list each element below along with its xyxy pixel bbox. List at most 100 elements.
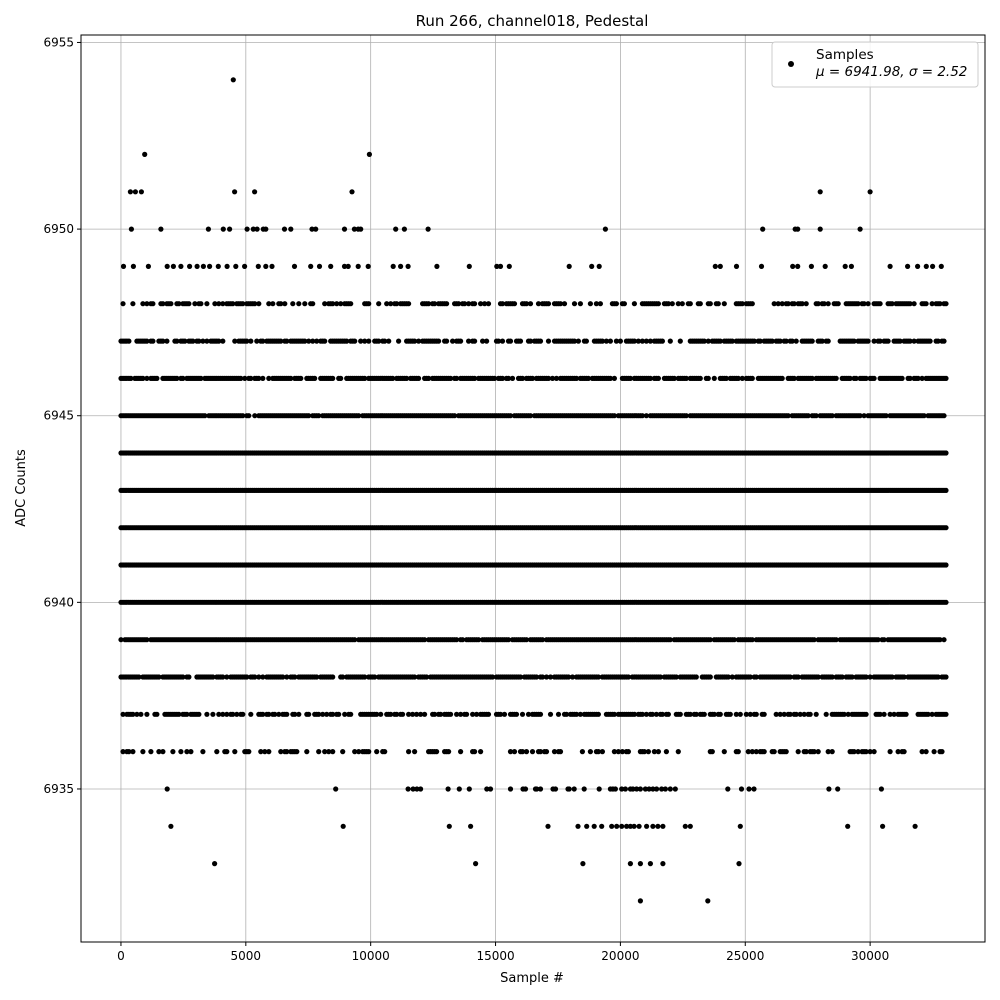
data-point [709,749,715,755]
data-point [871,749,877,755]
data-point [400,711,406,717]
data-point [499,338,506,344]
data-point [120,263,127,269]
data-point [204,338,210,344]
data-point [735,375,741,381]
data-point [314,338,320,344]
data-point [813,711,819,717]
data-point [366,151,372,157]
data-point [809,338,815,344]
data-point [345,263,351,269]
data-point [705,375,711,381]
data-point [675,301,681,307]
data-point [672,786,678,792]
data-point [659,338,666,344]
data-point [127,189,133,195]
data-point [436,338,442,344]
data-point [835,786,841,792]
data-point [717,711,723,717]
data-point [943,674,949,680]
data-point [182,338,188,344]
data-point [204,711,210,717]
data-point [643,338,650,344]
data-point [943,711,949,717]
data-point [845,823,851,829]
data-point [282,301,288,307]
data-point [511,749,518,755]
data-point [930,263,936,269]
data-point [466,263,472,269]
data-point [557,301,564,307]
data-point [284,711,290,717]
data-point [663,749,670,755]
data-point [545,301,552,307]
data-point [543,749,550,755]
y-tick-label: 6950 [43,222,74,236]
data-point [877,301,883,307]
data-point [757,338,763,344]
data-point [412,338,418,344]
data-point [665,301,672,307]
data-point [746,786,752,792]
data-point [244,338,250,344]
data-point [613,338,620,344]
data-point [240,413,246,419]
data-point [583,338,590,344]
data-point [527,301,534,307]
data-point [242,263,248,269]
data-point [662,786,669,792]
data-point [132,189,138,195]
data-point [224,263,230,269]
data-point [655,749,662,755]
data-point [344,338,350,344]
data-point [444,301,450,307]
data-point [566,263,572,269]
data-point [266,301,272,307]
data-point [883,413,889,419]
data-point [675,749,681,755]
data-point [671,375,677,381]
data-point [885,338,891,344]
data-point [943,375,949,381]
data-point [647,375,654,381]
data-point [187,263,193,269]
data-point [207,263,213,269]
data-point [374,749,380,755]
data-point [444,338,450,344]
data-point [144,338,150,344]
data-point [561,301,568,307]
data-point [687,301,693,307]
data-point [468,823,474,829]
data-point [749,301,755,307]
data-point [248,338,254,344]
data-point [522,786,529,792]
data-point [943,450,949,456]
data-point [639,413,646,419]
data-point [517,338,524,344]
data-point [611,413,618,419]
data-point [174,338,180,344]
data-point [412,749,418,755]
data-point [903,711,909,717]
data-point [805,413,811,419]
data-point [266,375,272,381]
data-point [170,749,176,755]
data-point [861,413,867,419]
data-point [591,823,597,829]
data-point [281,226,288,232]
data-point [472,749,478,755]
data-point [198,375,204,381]
data-point [865,338,871,344]
data-point [232,749,238,755]
data-point [723,375,729,381]
data-point [506,263,512,269]
data-point [296,301,302,307]
data-point [848,263,855,269]
data-point [795,749,801,755]
data-point [619,786,625,792]
data-point [330,301,336,307]
data-point [240,301,246,307]
data-point [779,301,785,307]
data-point [867,189,873,195]
data-point [186,301,192,307]
